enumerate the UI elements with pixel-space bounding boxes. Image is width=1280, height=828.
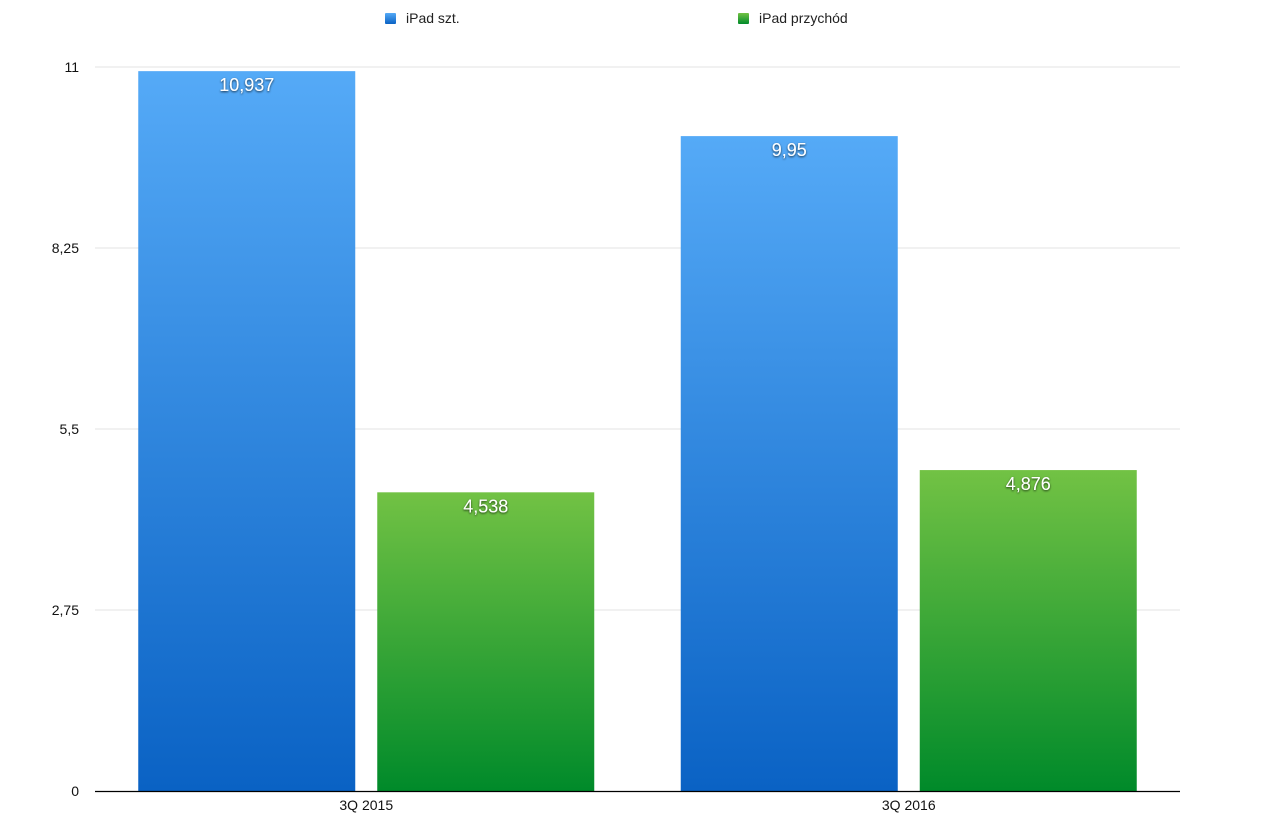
bar-value-label: 10,937 (219, 75, 274, 95)
bar-ipad-units (138, 71, 356, 791)
bar-value-label: 4,876 (1006, 474, 1051, 494)
y-tick-label: 5,5 (60, 421, 80, 437)
bar-value-label: 4,538 (463, 496, 508, 516)
chart-legend: iPad szt. iPad przychód (0, 10, 1280, 30)
bars (138, 71, 1137, 792)
x-tick-label: 3Q 2015 (339, 797, 393, 813)
y-tick-label: 8,25 (52, 240, 79, 256)
legend-label-ipad-revenue: iPad przychód (759, 10, 848, 26)
y-axis-ticks: 0 2,75 5,5 8,25 11 (52, 59, 79, 799)
bar-value-labels: 10,937 4,538 9,95 4,876 (219, 75, 1051, 516)
legend-item-ipad-units: iPad szt. (385, 10, 460, 26)
bar-ipad-revenue (377, 492, 595, 791)
legend-item-ipad-revenue: iPad przychód (738, 10, 848, 26)
y-tick-label: 11 (64, 59, 79, 75)
y-tick-label: 2,75 (52, 602, 79, 618)
legend-swatch-ipad-revenue (738, 12, 749, 24)
bar-value-label: 9,95 (772, 140, 807, 160)
bar-ipad-units (680, 136, 898, 792)
bar-ipad-revenue (919, 470, 1137, 791)
x-axis-ticks: 3Q 2015 3Q 2016 (339, 797, 935, 813)
legend-swatch-ipad-units (385, 12, 396, 24)
legend-label-ipad-units: iPad szt. (406, 10, 460, 26)
x-tick-label: 3Q 2016 (882, 797, 936, 813)
y-tick-label: 0 (71, 783, 79, 799)
